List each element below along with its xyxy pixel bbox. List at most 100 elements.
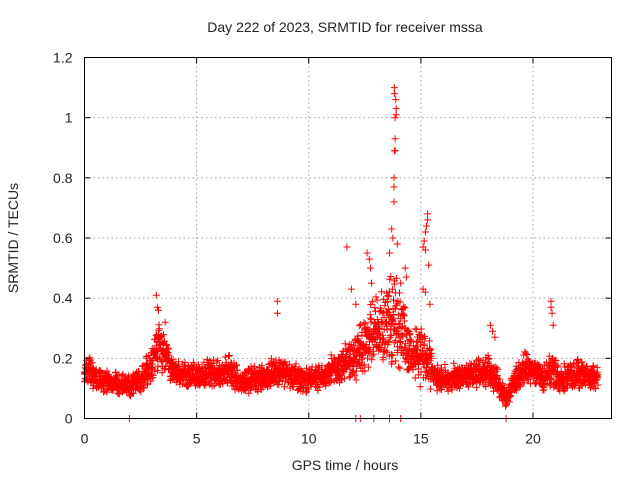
data-point: [349, 363, 357, 371]
x-tick-label: 0: [81, 431, 89, 447]
data-point: [441, 361, 449, 368]
data-point: [368, 298, 376, 306]
data-point: [594, 371, 602, 379]
data-point: [390, 339, 398, 347]
data-point: [494, 365, 502, 373]
data-point: [332, 375, 340, 383]
data-point: [397, 324, 405, 332]
spike-point: [390, 90, 398, 98]
data-point: [380, 314, 388, 321]
spike-point: [426, 300, 434, 308]
data-point: [516, 382, 524, 390]
data-point: [198, 363, 206, 371]
data-point: [395, 334, 403, 342]
data-point: [373, 296, 381, 304]
data-point: [390, 296, 397, 304]
spike-point: [423, 222, 430, 230]
data-point: [354, 332, 362, 340]
data-point: [554, 361, 562, 369]
data-point: [490, 387, 497, 395]
data-point: [524, 376, 532, 384]
data-point: [137, 388, 145, 396]
data-point: [552, 357, 560, 364]
data-point: [421, 334, 429, 342]
data-point: [523, 351, 531, 358]
data-point: [318, 362, 326, 370]
data-point: [154, 362, 162, 370]
spike-point: [365, 255, 373, 263]
data-point: [364, 363, 372, 371]
data-point: [376, 325, 384, 333]
data-point: [481, 376, 489, 384]
spike-point: [155, 306, 162, 314]
data-point: [232, 361, 240, 369]
data-point: [221, 353, 229, 361]
data-point: [473, 356, 481, 364]
data-point: [340, 375, 348, 383]
data-point: [417, 368, 425, 376]
data-point: [502, 401, 510, 409]
y-tick-label: 0.8: [53, 170, 73, 186]
data-point: [409, 366, 417, 374]
spike-point: [273, 309, 281, 317]
y-tick-label: 1.2: [53, 50, 73, 66]
data-point: [225, 352, 233, 359]
data-point: [337, 376, 345, 384]
data-point: [89, 384, 97, 392]
spike-point: [402, 273, 410, 281]
data-point: [135, 368, 143, 376]
spike-point: [486, 321, 494, 329]
data-point: [407, 337, 415, 345]
x-tick-label: 10: [301, 431, 317, 447]
data-point: [499, 380, 507, 388]
spike-point: [391, 147, 399, 155]
y-tick-label: 0.2: [53, 350, 73, 366]
data-point: [589, 363, 597, 371]
data-point: [396, 298, 404, 306]
data-point: [466, 359, 474, 367]
x-tick-label: 5: [193, 431, 201, 447]
data-point: [434, 361, 442, 369]
data-point: [387, 332, 395, 340]
spike-point: [421, 288, 429, 296]
data-point: [208, 360, 216, 367]
data-point: [88, 359, 96, 367]
data-point: [103, 367, 111, 375]
data-point: [388, 285, 396, 293]
data-point: [249, 364, 257, 372]
spike-point: [420, 237, 428, 245]
spike-point: [391, 135, 399, 143]
data-point: [139, 384, 147, 392]
spike-point: [547, 297, 555, 305]
data-point: [590, 384, 598, 392]
data-point: [401, 354, 409, 362]
spike-point: [401, 264, 409, 272]
grid-layer: [84, 57, 612, 419]
spike-point: [368, 279, 375, 287]
data-point: [485, 355, 492, 363]
data-point: [358, 356, 366, 364]
spike-point: [489, 327, 497, 335]
data-point: [357, 321, 365, 329]
data-point: [425, 337, 433, 345]
data-point: [386, 312, 394, 319]
y-tick-label: 0.6: [53, 230, 73, 246]
data-point: [114, 374, 121, 382]
data-point: [422, 374, 430, 382]
data-point: [382, 347, 390, 355]
spike-point: [391, 114, 399, 122]
data-point: [448, 386, 456, 394]
data-point: [381, 302, 389, 310]
data-point: [406, 331, 414, 339]
data-point: [158, 369, 166, 377]
data-point: [411, 374, 419, 382]
data-point: [322, 382, 330, 390]
data-point: [361, 367, 369, 375]
data-point: [231, 363, 239, 370]
data-point: [364, 354, 371, 362]
data-point: [393, 274, 401, 282]
data-point: [163, 341, 171, 349]
data-point: [473, 383, 481, 391]
data-point: [158, 332, 166, 340]
